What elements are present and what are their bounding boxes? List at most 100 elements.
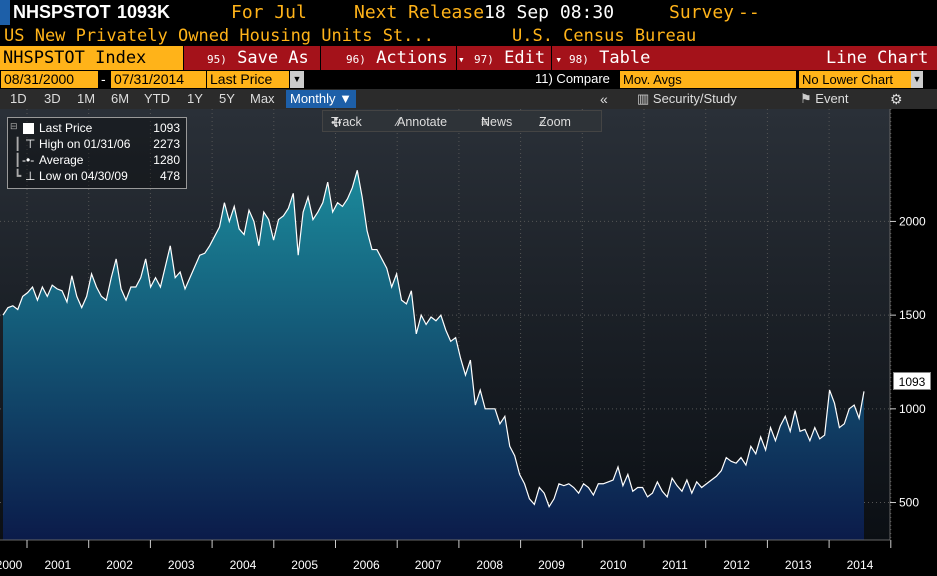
y-tick-label: 1500 (899, 308, 926, 322)
legend-average: ┃ -•- Average 1280 (8, 153, 186, 169)
survey-value: -- (738, 2, 760, 23)
legend-high-value: 2273 (153, 137, 180, 151)
actions-label: Actions (376, 48, 448, 68)
x-tick-label: 2003 (168, 558, 195, 572)
collapse-icon[interactable]: « (600, 91, 608, 107)
x-tick-label: 2000 (0, 558, 23, 572)
chart-tools: ✣ Track ∕ Annotate ≡ News ⌕ Zoom (322, 110, 602, 132)
menu-divider (320, 46, 321, 70)
tree-end-icon: ┗ (14, 169, 22, 183)
y-tick-label: 500 (899, 496, 919, 510)
line-chart[interactable]: 500 1000 1500 2000 2000 2001 2002 2003 2004 2005… (0, 109, 937, 576)
track-label: Track (331, 115, 362, 129)
period-max[interactable]: Max (250, 91, 275, 106)
period-1m[interactable]: 1M (77, 91, 96, 106)
news-label: News (481, 115, 513, 129)
ticker-marker (0, 0, 10, 25)
high-marker-icon: ⊤ (25, 137, 36, 151)
legend-high-label: High on 01/31/06 (39, 137, 131, 151)
series-swatch (23, 123, 34, 134)
chart-options-bar: 08/31/2000 - 07/31/2014 Last Price ▼ 11)… (0, 70, 937, 89)
start-date-input[interactable]: 08/31/2000 (1, 71, 98, 88)
period-1y[interactable]: 1Y (187, 91, 203, 106)
tree-line-icon: ┃ (14, 137, 22, 151)
x-tick-label: 2004 (230, 558, 257, 572)
gear-icon[interactable]: ⚙ (890, 91, 903, 107)
area-fill (3, 170, 864, 540)
security-study-label: Security/Study (652, 91, 737, 106)
security-description: US New Privately Owned Housing Units St.… (0, 25, 937, 46)
compare-select[interactable]: Mov. Avgs (620, 71, 796, 88)
x-tick-label: 2009 (538, 558, 565, 572)
event-label: Event (815, 91, 849, 106)
chart-legend: ⊟ Last Price 1093 ┃ ⊤ High on 01/31/06 2… (7, 117, 187, 189)
table-number: 98) (569, 53, 589, 66)
actions-number: 96) (346, 53, 366, 66)
lower-chart-select[interactable]: No Lower Chart (799, 71, 911, 88)
news-icon: ≡ (481, 115, 489, 129)
date-range-dash: - (101, 71, 106, 87)
description-text: US New Privately Owned Housing Units St.… (4, 26, 434, 46)
tree-line-icon: ┃ (14, 153, 22, 167)
last-price-tag: 1093 (893, 372, 931, 390)
period-1d[interactable]: 1D (10, 91, 27, 106)
edit-number: 97) (474, 53, 494, 66)
zoom-label: Zoom (539, 115, 571, 129)
for-period: For Jul (231, 2, 307, 23)
compare-label[interactable]: 11) Compare (535, 71, 610, 86)
x-tick-label: 2010 (600, 558, 627, 572)
frequency-select[interactable]: Monthly ▼ (286, 90, 356, 108)
period-5y[interactable]: 5Y (219, 91, 235, 106)
x-tick-label: 2001 (44, 558, 71, 572)
event-button[interactable]: ⚑ Event (800, 90, 849, 108)
security-study-button[interactable]: ▥ Security/Study (637, 90, 737, 108)
save-as-button[interactable]: 95) Save As (207, 46, 309, 70)
period-bar: 1D 3D 1M 6M YTD 1Y 5Y Max Monthly ▼ « ▥ … (0, 89, 937, 109)
chart-type-label[interactable]: Line Chart (826, 48, 929, 68)
period-ytd[interactable]: YTD (144, 91, 170, 106)
save-as-number: 95) (207, 53, 227, 66)
period-6m[interactable]: 6M (111, 91, 130, 106)
legend-average-label: Average (39, 153, 84, 167)
legend-last-price[interactable]: ⊟ Last Price 1093 (8, 121, 186, 137)
legend-last-price-value: 1093 (153, 121, 180, 135)
source-text: U.S. Census Bureau (512, 26, 697, 46)
legend-low-label: Low on 04/30/09 (39, 169, 128, 183)
series-line (2, 170, 865, 509)
table-button[interactable]: 98) Table (569, 46, 650, 70)
legend-average-value: 1280 (153, 153, 180, 167)
edit-button[interactable]: 97) Edit ▾ (474, 46, 562, 70)
x-tick-label: 2013 (785, 558, 812, 572)
save-as-label: Save As (237, 48, 309, 68)
menu-divider (456, 46, 457, 70)
x-tick-label: 2005 (291, 558, 318, 572)
chevron-down-icon[interactable]: ▼ (290, 71, 304, 88)
x-tick-label: 2007 (415, 558, 442, 572)
x-tick-label: 2008 (476, 558, 503, 572)
index-label[interactable]: NHSPSTOT Index (0, 46, 183, 70)
ticker-symbol[interactable]: NHSPSTOT (13, 2, 111, 22)
y-tick-label: 2000 (899, 214, 926, 228)
annotate-label: Annotate (397, 115, 448, 129)
last-value: 1093K (117, 2, 171, 22)
chevron-down-icon[interactable]: ▼ (911, 71, 923, 88)
actions-button[interactable]: 96) Actions ▾ (346, 46, 465, 70)
survey-label: Survey (669, 2, 735, 23)
x-tick-label: 2011 (662, 558, 688, 572)
table-label: Table (599, 48, 651, 68)
menu-bar: NHSPSTOT Index 95) Save As 96) Actions ▾… (0, 46, 937, 70)
low-marker-icon: ⊥ (25, 169, 36, 183)
legend-low: ┗ ⊥ Low on 04/30/09 478 (8, 169, 186, 185)
flag-icon: ⚑ (800, 91, 816, 106)
menu-divider (183, 46, 184, 70)
x-tick-label: 2014 (847, 558, 874, 572)
legend-high: ┃ ⊤ High on 01/31/06 2273 (8, 137, 186, 153)
end-date-input[interactable]: 07/31/2014 (111, 71, 206, 88)
next-release-value: 18 Sep 08:30 (484, 2, 615, 23)
x-tick-label: 2012 (723, 558, 750, 572)
x-tick-label: 2002 (106, 558, 133, 572)
next-release-label: Next Release (354, 2, 485, 23)
period-3d[interactable]: 3D (44, 91, 61, 106)
security-header: NHSPSTOT 1093K For Jul Next Release 18 S… (0, 0, 937, 25)
field-select[interactable]: Last Price (207, 71, 289, 88)
